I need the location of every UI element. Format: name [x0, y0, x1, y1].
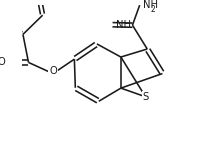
Text: O: O: [0, 57, 5, 67]
Text: O: O: [49, 66, 57, 76]
Text: S: S: [142, 92, 149, 102]
Text: 2: 2: [151, 5, 156, 13]
Text: NH: NH: [143, 0, 158, 10]
Text: NH: NH: [116, 20, 131, 30]
